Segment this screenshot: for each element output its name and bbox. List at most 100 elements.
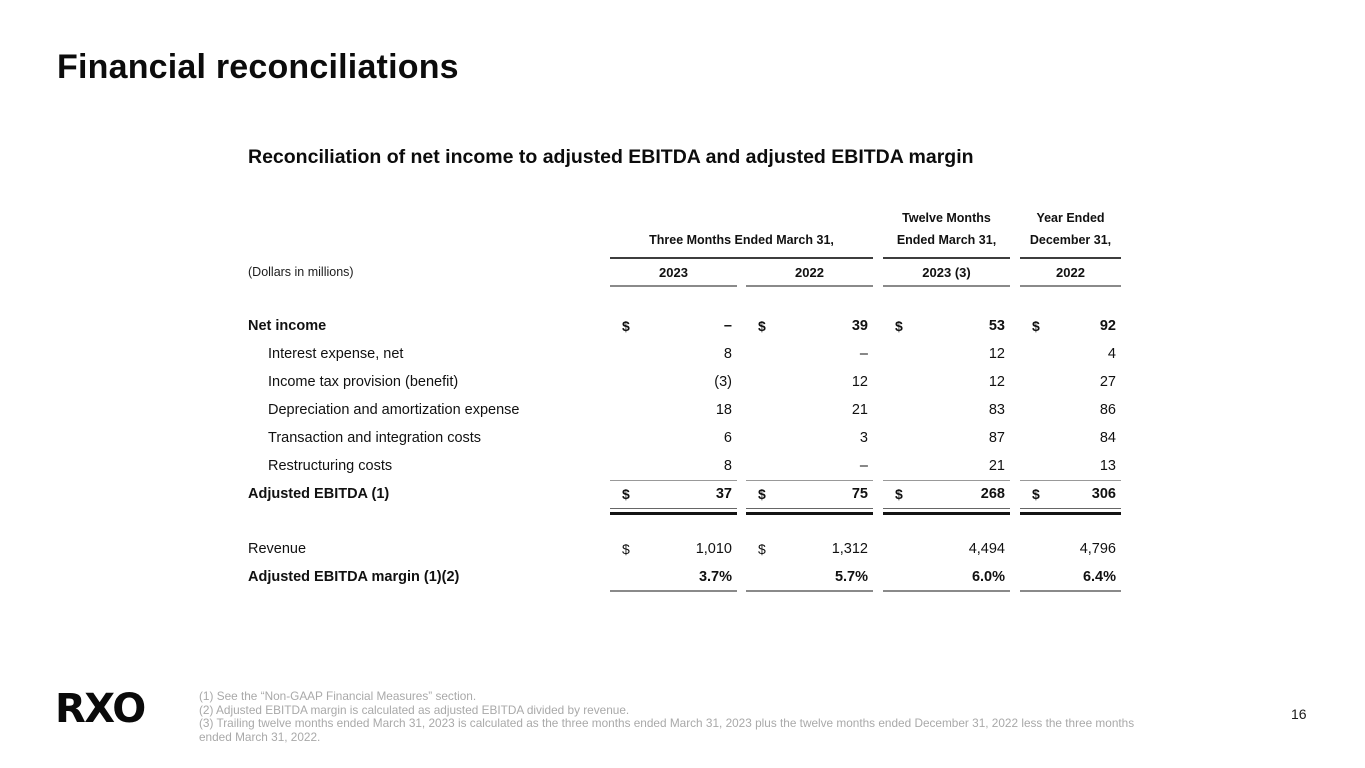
column-gap [873, 396, 883, 424]
spacer-row [248, 513, 1121, 535]
value-cell: 18 [715, 402, 732, 418]
value-cell: 84 [1099, 430, 1116, 446]
column-gap [737, 258, 746, 286]
table-row: Depreciation and amortization expense 18… [248, 396, 1121, 424]
units-note: (Dollars in millions) [248, 265, 354, 279]
column-gap [1010, 340, 1020, 368]
col-header-twelve-months: Twelve Months Ended March 31, [883, 206, 1010, 259]
table-row: Income tax provision (benefit) (3) 12 12… [248, 368, 1121, 396]
year-col-header: 2023 (3) [883, 258, 1010, 287]
column-gap [873, 368, 883, 396]
column-gap [1010, 480, 1020, 508]
table-row: Net income $ – $ 39 $ 53 $ 92 [248, 312, 1121, 340]
value-cell: 268 [913, 479, 1010, 509]
dollar-cell [883, 340, 913, 368]
table-title: Reconciliation of net income to adjusted… [248, 146, 974, 168]
col-header-label: December 31, [1029, 233, 1112, 247]
dollar-cell [1020, 368, 1050, 396]
column-gap [737, 396, 746, 424]
value-cell: 3.7% [640, 563, 737, 592]
value-cell: 37 [640, 479, 737, 509]
dollar-cell [883, 535, 913, 563]
table-row-margin: Adjusted EBITDA margin (1)(2) 3.7% 5.7% … [248, 563, 1121, 592]
column-gap [873, 206, 883, 258]
value-cell: 1,010 [695, 541, 732, 557]
row-label: Revenue [248, 541, 307, 557]
dollar-cell [1020, 563, 1050, 592]
value-cell: 27 [1099, 374, 1116, 390]
column-gap [873, 340, 883, 368]
value-cell: 86 [1099, 402, 1116, 418]
col-header-label: Year Ended [1036, 211, 1105, 225]
footnote-3: (3) Trailing twelve months ended March 3… [199, 716, 1135, 744]
dollar-cell [746, 396, 776, 424]
dollar-cell [610, 340, 640, 368]
column-gap [873, 563, 883, 591]
row-label: Transaction and integration costs [268, 430, 482, 446]
dollar-cell [1020, 452, 1050, 480]
dollar-cell: $ [1020, 479, 1050, 509]
row-label: Adjusted EBITDA (1) [248, 486, 390, 502]
column-gap [737, 368, 746, 396]
column-gap [1010, 452, 1020, 480]
column-gap [1010, 206, 1020, 258]
footnotes: (1) See the “Non-GAAP Financial Measures… [199, 689, 1157, 744]
value-cell: 4,796 [1079, 541, 1116, 557]
double-rule-segment [746, 508, 873, 515]
dollar-cell: $ [1032, 318, 1040, 334]
value-cell: 53 [988, 318, 1005, 334]
column-gap [737, 563, 746, 591]
double-rule-segment [1020, 508, 1121, 515]
dollar-cell [746, 563, 776, 592]
table-row: Revenue $ 1,010 $ 1,312 4,494 4,796 [248, 535, 1121, 563]
value-cell: – [723, 318, 732, 334]
column-gap [1010, 312, 1020, 340]
value-cell: – [859, 457, 868, 474]
dollar-cell [746, 452, 776, 480]
total-double-rule [248, 508, 1121, 515]
value-cell: – [859, 346, 868, 362]
column-gap [737, 424, 746, 452]
footnote-2: (2) Adjusted EBITDA margin is calculated… [199, 702, 630, 717]
value-cell: 12 [851, 374, 868, 390]
dollar-cell [610, 563, 640, 592]
column-gap [873, 452, 883, 480]
year-col-header: 2023 [610, 258, 737, 287]
dollar-cell: $ [622, 318, 630, 334]
dollar-cell [610, 424, 640, 452]
page-title: Financial reconciliations [57, 48, 459, 86]
column-gap [873, 535, 883, 563]
column-gap [1010, 563, 1020, 591]
dollar-cell: $ [883, 479, 913, 509]
value-cell: 92 [1099, 318, 1116, 334]
value-cell: 83 [988, 402, 1005, 418]
footnote-1: (1) See the “Non-GAAP Financial Measures… [199, 689, 477, 703]
row-label: Adjusted EBITDA margin (1)(2) [248, 569, 460, 585]
year-col-header: 2022 [1020, 258, 1121, 287]
dollar-cell [610, 396, 640, 424]
dollar-cell [610, 452, 640, 480]
dollar-cell [746, 340, 776, 368]
double-rule-segment [883, 508, 1010, 515]
value-cell: 87 [988, 430, 1005, 446]
column-gap [1010, 368, 1020, 396]
table-row: Transaction and integration costs 6 3 87… [248, 424, 1121, 452]
table-row: Restructuring costs 8 – 21 13 [248, 452, 1121, 480]
page-number: 16 [1291, 706, 1307, 722]
value-cell: 21 [988, 457, 1005, 474]
value-cell: 6 [723, 430, 732, 446]
row-label: Net income [248, 318, 327, 334]
dollar-cell [746, 368, 776, 396]
column-gap [1010, 424, 1020, 452]
col-header-three-months: Three Months Ended March 31, [610, 206, 873, 259]
dollar-cell [1020, 396, 1050, 424]
rxo-logo: RXO [55, 686, 146, 732]
value-cell: (3) [714, 374, 732, 390]
col-header-label: Ended March 31, [896, 233, 997, 247]
value-cell: 6.4% [1050, 563, 1121, 592]
column-gap [873, 312, 883, 340]
value-cell: 13 [1099, 457, 1116, 474]
row-label: Interest expense, net [268, 346, 404, 362]
dollar-cell [1020, 535, 1050, 563]
column-gap [737, 312, 746, 340]
